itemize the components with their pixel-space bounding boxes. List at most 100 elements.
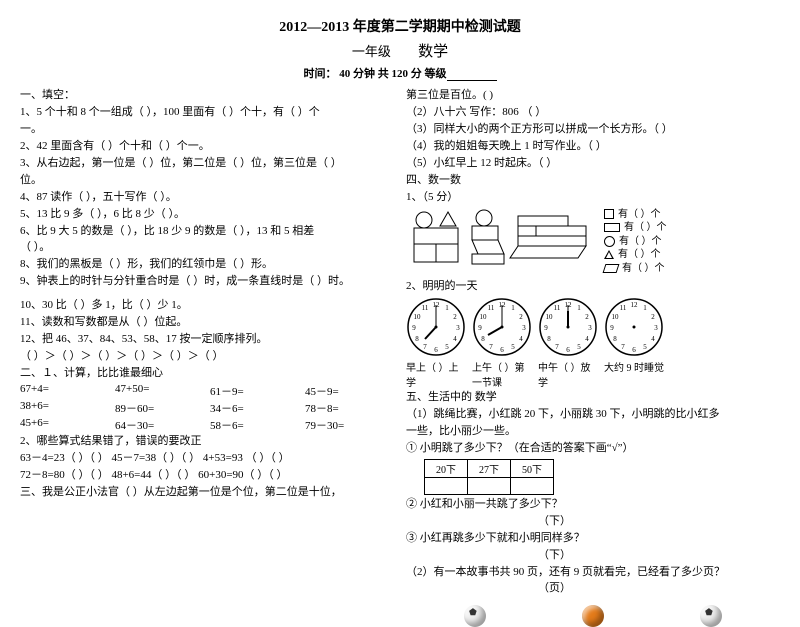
tbl-cell[interactable] — [425, 477, 468, 494]
right-column: 第三位是百位。( ) （2）八十六 写作：806 （ ） （3）同样大小的两个正… — [406, 87, 780, 627]
tbl-cell[interactable]: 20下 — [425, 459, 468, 477]
rect-icon — [604, 223, 620, 232]
svg-text:11: 11 — [620, 304, 627, 312]
svg-text:5: 5 — [643, 343, 647, 351]
svg-text:6: 6 — [500, 346, 504, 354]
section-4: 四、数一数 — [406, 173, 780, 189]
svg-text:2: 2 — [585, 313, 589, 321]
q5-1b: 一些，比小丽少一些。 — [406, 424, 780, 440]
eq: 38+6= — [20, 400, 109, 416]
eq: 45+6= — [20, 417, 109, 433]
eq: 34－6= — [210, 400, 299, 416]
r5: （5）小红早上 12 时起床。（ ） — [406, 156, 780, 172]
svg-text:1: 1 — [511, 304, 515, 312]
q3: 3、从右边起，第一位是（ ）位，第二位是（ ）位，第三位是（ ） — [20, 156, 394, 172]
err-1: 63－4=23（ ）（ ） 45－7=38（ ）（ ） 4+53=93 （ ）（… — [20, 451, 394, 467]
q8: 8、我们的黑板是（ ）形，我们的红领巾是（ ）形。 — [20, 257, 394, 273]
eq-row-3: 45+6= 64－30= 58－6= 79－30= — [20, 417, 394, 433]
svg-text:3: 3 — [654, 324, 658, 332]
subject-label: 数学 — [418, 44, 448, 60]
soccer-ball-icon — [700, 605, 722, 627]
svg-text:12: 12 — [631, 301, 639, 309]
s4b: 2、明明的一天 — [406, 279, 780, 295]
r4: （4）我的姐姐每天晚上 1 时写作业。（ ） — [406, 139, 780, 155]
eq-row-1: 67+4= 47+50= 61－9= 45－9= — [20, 383, 394, 399]
balls-row — [406, 605, 780, 627]
svg-text:10: 10 — [546, 313, 554, 321]
tbl-cell[interactable]: 27下 — [468, 459, 511, 477]
clock-1: 121 23 45 67 89 1011 — [406, 297, 466, 357]
eq: 45－9= — [305, 383, 394, 399]
svg-text:3: 3 — [522, 324, 526, 332]
leg: 有（ ）个 — [622, 262, 665, 276]
clock-3: 121 23 45 67 89 1011 — [538, 297, 598, 357]
triangle-icon — [604, 250, 614, 259]
q6b: （ ）。 — [20, 240, 394, 256]
eq: 89－60= — [115, 400, 204, 416]
left-column: 一、填空： 1、5 个十和 8 个一组成（ ），100 里面有（ ）个十，有（ … — [20, 87, 394, 627]
soccer-ball-icon — [464, 605, 486, 627]
shapes-block: 有（ ）个 有（ ）个 有（ ）个 有（ ）个 有（ ）个 — [406, 208, 780, 276]
eq: 61－9= — [210, 383, 299, 399]
eq-row-2: 38+6= 89－60= 34－6= 78－8= — [20, 400, 394, 416]
leg: 有（ ）个 — [619, 235, 662, 249]
clock-2: 121 23 45 67 89 1011 — [472, 297, 532, 357]
svg-text:4: 4 — [453, 335, 457, 343]
q5-1e2: （下） — [406, 548, 780, 564]
clock-lbl: 上午（ ）第一节课 — [472, 359, 532, 389]
svg-text:2: 2 — [651, 313, 655, 321]
basketball-icon — [582, 605, 604, 627]
eq: 47+50= — [115, 383, 204, 399]
svg-text:9: 9 — [478, 324, 482, 332]
q3b: 位。 — [20, 173, 394, 189]
q1b: 一。 — [20, 122, 394, 138]
section-1: 一、填空： — [20, 88, 394, 104]
svg-text:8: 8 — [415, 335, 419, 343]
shapes-figure — [406, 208, 596, 268]
q5-2b: （页） — [406, 581, 780, 597]
q5-1d: ② 小红和小丽一共跳了多少下？ — [406, 497, 780, 513]
meta-text: 时间： 40 分钟 共 120 分 等级 — [304, 68, 447, 80]
r2: （2）八十六 写作：806 （ ） — [406, 105, 780, 121]
leg: 有（ ）个 — [618, 208, 661, 222]
svg-text:7: 7 — [555, 343, 559, 351]
svg-text:6: 6 — [632, 346, 636, 354]
svg-text:2: 2 — [453, 313, 457, 321]
answer-table: 20下 27下 50下 — [424, 459, 554, 495]
circle-icon — [604, 236, 615, 247]
clocks-row: 121 23 45 67 89 1011 — [406, 297, 780, 357]
svg-text:8: 8 — [481, 335, 485, 343]
err-2: 72－8=80（ ）（ ） 48+6=44（ ）（ ） 60+30=90（ ）（… — [20, 468, 394, 484]
svg-text:11: 11 — [488, 304, 495, 312]
tbl-cell[interactable] — [468, 477, 511, 494]
q1: 1、5 个十和 8 个一组成（ ），100 里面有（ ）个十，有（ ）个 — [20, 105, 394, 121]
exam-title: 2012—2013 年度第二学期期中检测试题 — [20, 16, 780, 36]
svg-text:9: 9 — [544, 324, 548, 332]
section-2b: 2、哪些算式结果错了，错误的要改正 — [20, 434, 394, 450]
parallelogram-icon — [603, 264, 620, 273]
clock-labels: 早上（ ）上学 上午（ ）第一节课 中午（ ）放学 大约 9 时睡觉 — [406, 359, 780, 389]
q9: 9、钟表上的时针与分针重合时是（ ）时，成一条直线时是（ ）时。 — [20, 274, 394, 290]
svg-text:11: 11 — [422, 304, 429, 312]
clock-lbl: 早上（ ）上学 — [406, 359, 466, 389]
q5: 5、13 比 9 多（ ），6 比 8 少（ ）。 — [20, 207, 394, 223]
q5-1c: ① 小明跳了多少下？（在合适的答案下画“√”） — [406, 441, 780, 457]
clock-4: 121 23 45 67 89 1011 — [604, 297, 664, 357]
q2: 2、42 里面含有（ ）个十和（ ）个一。 — [20, 139, 394, 155]
r0: 第三位是百位。( ) — [406, 88, 780, 104]
tbl-cell[interactable] — [511, 477, 554, 494]
tbl-cell[interactable]: 50下 — [511, 459, 554, 477]
svg-text:10: 10 — [414, 313, 422, 321]
q5-1d2: （下） — [406, 514, 780, 530]
eq: 78－8= — [305, 400, 394, 416]
svg-text:9: 9 — [412, 324, 416, 332]
svg-text:9: 9 — [610, 324, 614, 332]
eq: 67+4= — [20, 383, 109, 399]
exam-meta: 时间： 40 分钟 共 120 分 等级 — [20, 65, 780, 81]
s4a: 1、（5 分） — [406, 190, 780, 206]
q10: 10、30 比（ ）多 1，比（ ）少 1。 — [20, 298, 394, 314]
svg-text:4: 4 — [519, 335, 523, 343]
grade-label: 一年级 — [352, 44, 391, 59]
grade-blank[interactable] — [447, 69, 497, 81]
svg-text:5: 5 — [445, 343, 449, 351]
